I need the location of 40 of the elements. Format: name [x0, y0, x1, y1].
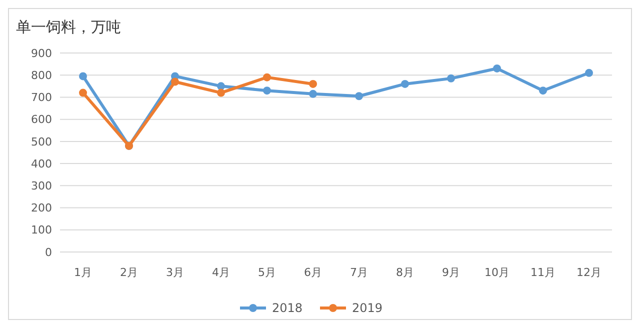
x-tick-label: 8月	[396, 266, 414, 279]
y-tick-label: 200	[31, 202, 52, 215]
point	[309, 80, 317, 88]
y-tick-label: 100	[31, 224, 52, 237]
x-tick-label: 2月	[120, 266, 138, 279]
y-tick-label: 900	[31, 46, 52, 60]
y-tick-label: 500	[31, 135, 52, 148]
point	[171, 78, 179, 86]
point	[585, 68, 593, 77]
chart-title: 单一饲料，万吨	[16, 18, 121, 36]
x-tick-label: 7月	[350, 266, 368, 279]
x-tick-label: 6月	[304, 266, 322, 279]
point	[309, 90, 317, 98]
x-tick-label: 3月	[166, 266, 184, 279]
point	[79, 72, 87, 80]
point	[447, 74, 455, 82]
x-tick-label: 5月	[258, 266, 276, 279]
y-tick-label: 400	[31, 157, 52, 170]
y-tick-label: 0	[45, 246, 52, 259]
point	[79, 88, 87, 97]
y-tick-label: 600	[31, 113, 52, 126]
x-tick-label: 4月	[212, 266, 230, 279]
point	[263, 73, 271, 82]
point	[217, 88, 225, 97]
legend-label: 2018	[272, 301, 303, 316]
y-tick-label: 700	[31, 91, 52, 104]
x-tick-label: 9月	[442, 266, 460, 279]
y-tick-label: 300	[31, 180, 52, 193]
x-tick-label: 1月	[74, 266, 92, 279]
point	[401, 80, 409, 88]
y-tick-label: 800	[31, 68, 52, 82]
point	[539, 86, 547, 95]
point	[493, 64, 501, 72]
point	[217, 82, 225, 90]
legend-label: 2019	[352, 301, 383, 316]
x-tick-label: 11月	[530, 266, 556, 279]
point	[263, 86, 271, 95]
x-tick-label: 12月	[576, 266, 602, 279]
x-tick-label: 10月	[484, 266, 510, 279]
point	[355, 92, 363, 100]
